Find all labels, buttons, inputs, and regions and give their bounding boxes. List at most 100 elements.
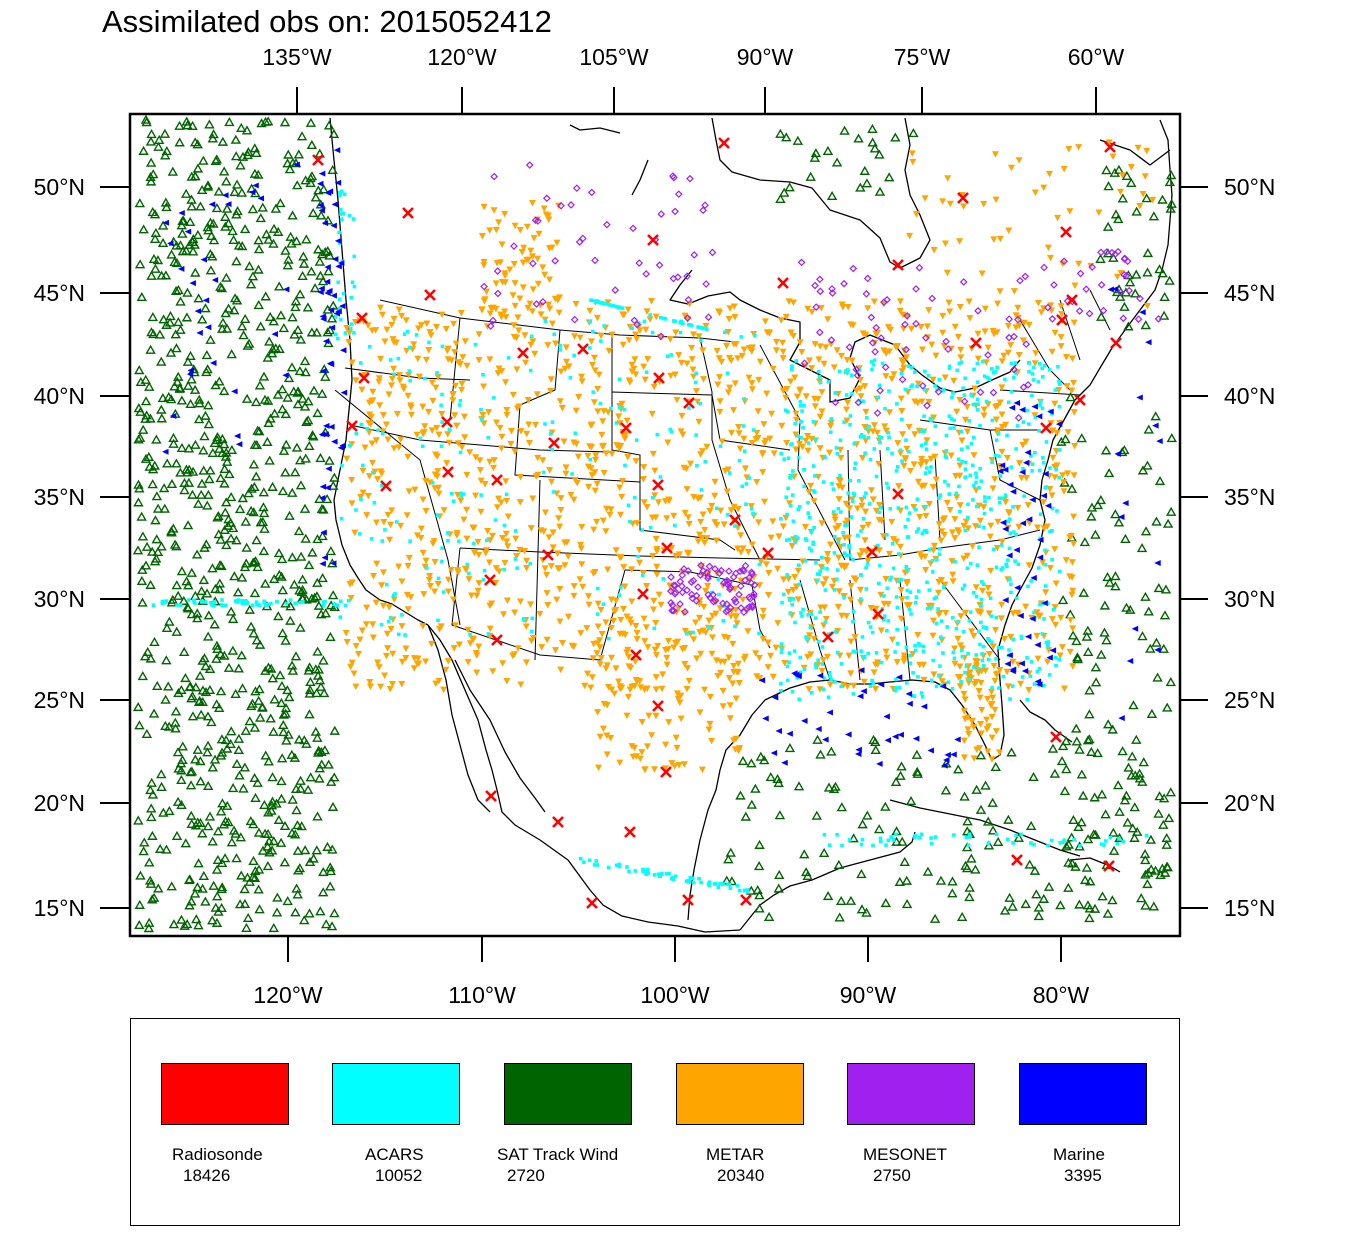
dot-marker xyxy=(658,475,663,479)
triangle-down-marker xyxy=(897,586,905,594)
triangle-up-marker xyxy=(151,534,162,544)
triangle-up-marker xyxy=(202,747,213,757)
dot-marker xyxy=(989,614,994,618)
dot-marker xyxy=(907,450,911,454)
triangle-down-marker xyxy=(387,625,395,633)
triangle-down-marker xyxy=(457,309,465,317)
triangle-down-marker xyxy=(684,665,692,672)
triangle-down-marker xyxy=(608,686,616,694)
triangle-down-marker xyxy=(475,580,483,587)
dot-marker xyxy=(869,360,874,364)
triangle-down-marker xyxy=(877,591,885,599)
triangle-up-marker xyxy=(245,621,257,631)
dot-marker xyxy=(971,402,976,407)
dot-marker xyxy=(955,368,960,373)
dot-marker xyxy=(550,420,555,424)
triangle-down-marker xyxy=(695,418,703,426)
triangle-down-marker xyxy=(432,680,440,688)
triangle-down-marker xyxy=(798,348,806,356)
triangle-up-marker xyxy=(1154,791,1165,801)
dot-marker xyxy=(348,326,353,331)
dot-marker xyxy=(954,626,959,631)
triangle-left-marker xyxy=(826,709,833,716)
triangle-up-marker xyxy=(248,507,259,517)
triangle-down-marker xyxy=(1057,614,1065,622)
triangle-down-marker xyxy=(500,611,508,618)
triangle-up-marker xyxy=(253,264,264,274)
triangle-up-marker xyxy=(202,500,213,510)
triangle-down-marker xyxy=(616,484,624,491)
triangle-left-marker xyxy=(1006,481,1014,488)
triangle-down-marker xyxy=(929,376,937,384)
triangle-down-marker xyxy=(993,329,1001,336)
dot-marker xyxy=(284,601,289,606)
triangle-up-marker xyxy=(284,164,296,174)
triangle-up-marker xyxy=(1074,744,1085,754)
triangle-down-marker xyxy=(432,323,440,331)
triangle-down-marker xyxy=(882,373,890,380)
triangle-up-marker xyxy=(880,897,892,908)
triangle-up-marker xyxy=(233,733,245,743)
dot-marker xyxy=(785,664,790,669)
triangle-down-marker xyxy=(670,512,678,520)
dot-marker xyxy=(1043,562,1047,567)
dot-marker xyxy=(833,630,838,634)
triangle-down-marker xyxy=(352,683,360,691)
state-border xyxy=(1059,299,1081,361)
triangle-down-marker xyxy=(532,421,540,429)
left-axis-label: 40°N xyxy=(33,383,85,409)
dot-marker xyxy=(931,658,935,663)
triangle-down-marker xyxy=(503,411,511,419)
triangle-left-marker xyxy=(1114,450,1121,457)
top-axis-label: 90°W xyxy=(736,44,794,70)
triangle-down-marker xyxy=(992,416,1000,424)
dot-marker xyxy=(859,433,864,437)
dot-marker xyxy=(833,391,837,395)
dot-marker xyxy=(851,557,855,562)
triangle-down-marker xyxy=(961,416,969,424)
triangle-up-marker xyxy=(254,380,266,390)
triangle-down-marker xyxy=(359,489,367,497)
triangle-down-marker xyxy=(382,652,390,660)
triangle-up-marker xyxy=(311,591,323,601)
triangle-down-marker xyxy=(501,559,509,567)
triangle-left-marker xyxy=(339,347,347,354)
triangle-up-marker xyxy=(139,651,151,661)
diamond-marker xyxy=(676,600,684,608)
dot-marker xyxy=(809,612,814,616)
triangle-down-marker xyxy=(1117,188,1125,196)
triangle-left-marker xyxy=(318,431,326,438)
triangle-up-marker xyxy=(177,246,189,256)
dot-marker xyxy=(696,325,700,329)
triangle-up-marker xyxy=(324,455,335,465)
triangle-up-marker xyxy=(275,837,287,847)
baja-peninsula xyxy=(427,624,491,813)
dot-marker xyxy=(667,871,671,876)
triangle-up-marker xyxy=(283,373,295,383)
triangle-left-marker xyxy=(815,726,822,733)
dot-marker xyxy=(479,407,483,412)
triangle-down-marker xyxy=(753,673,761,680)
triangle-down-marker xyxy=(478,306,486,313)
triangle-down-marker xyxy=(899,311,907,319)
triangle-down-marker xyxy=(415,373,423,381)
triangle-down-marker xyxy=(764,664,772,671)
diamond-marker xyxy=(1114,247,1122,256)
dot-marker xyxy=(335,603,340,608)
dot-marker xyxy=(820,645,825,649)
dot-marker xyxy=(338,193,342,197)
triangle-down-marker xyxy=(1054,214,1062,222)
triangle-down-marker xyxy=(1067,532,1075,540)
triangle-up-marker xyxy=(947,876,958,886)
dot-marker xyxy=(934,595,938,600)
triangle-down-marker xyxy=(715,355,723,362)
triangle-up-marker xyxy=(133,497,144,507)
triangle-up-marker xyxy=(1140,900,1151,910)
triangle-up-marker xyxy=(263,234,274,244)
triangle-down-marker xyxy=(1000,636,1008,643)
triangle-down-marker xyxy=(444,431,452,438)
triangle-down-marker xyxy=(384,645,392,652)
triangle-down-marker xyxy=(748,380,756,387)
dot-marker xyxy=(458,399,463,403)
triangle-down-marker xyxy=(635,546,643,554)
